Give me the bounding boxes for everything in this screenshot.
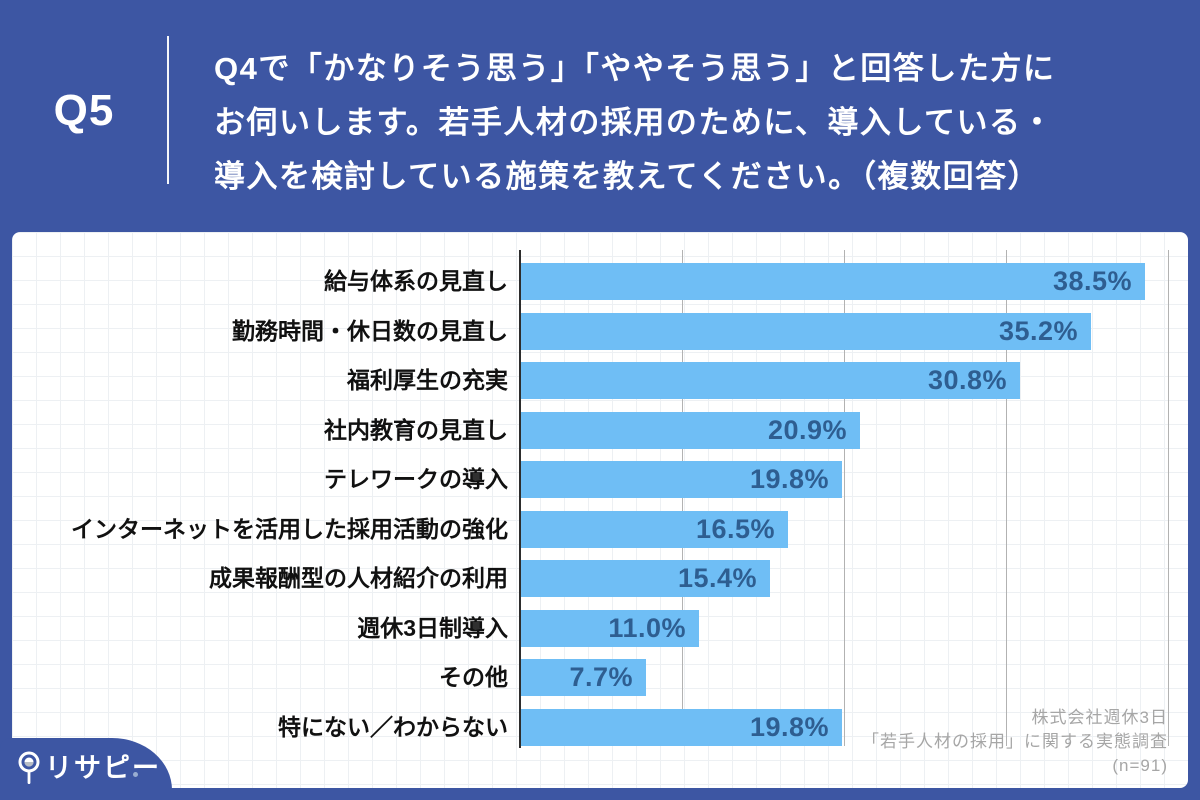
bar-value-label: 20.9% (767, 415, 847, 445)
bar-value-label: 35.2% (998, 316, 1078, 346)
source-line: 「若手人材の採用」に関する実態調査 (862, 732, 1168, 751)
y-axis-line (519, 250, 521, 748)
chart-row: インターネットを活用した採用活動の強化 16.5% (12, 511, 1188, 548)
category-label: 成果報酬型の人材紹介の利用 (209, 565, 508, 591)
bar-value-label: 11.0% (608, 613, 686, 643)
chart-row: 社内教育の見直し 20.9% (12, 412, 1188, 449)
question-header: Q5 Q4で「かなりそう思う」「ややそう思う」と回答した方に お伺いします。若手… (0, 0, 1200, 232)
bar: 35.2% (521, 313, 1091, 350)
question-text-line: Q4で「かなりそう思う」「ややそう思う」と回答した方に (214, 51, 1056, 86)
question-text: Q4で「かなりそう思う」「ややそう思う」と回答した方に お伺いします。若手人材の… (214, 42, 1184, 204)
category-label: 勤務時間・休日数の見直し (232, 318, 508, 344)
bar: 11.0% (521, 610, 699, 647)
gridline (844, 250, 845, 746)
chart-row: 特にない／わからない 19.8% (12, 709, 1188, 746)
gridline (1006, 250, 1007, 746)
source-line: (n=91) (1112, 756, 1168, 775)
category-label: インターネットを活用した採用活動の強化 (71, 516, 508, 542)
question-text-line: お伺いします。若手人材の採用のために、導入している・ (214, 105, 1055, 140)
chart-row: 勤務時間・休日数の見直し 35.2% (12, 313, 1188, 350)
pin-icon (18, 751, 40, 784)
brand-logo-dot (133, 772, 138, 777)
chart-row: 給与体系の見直し 38.5% (12, 263, 1188, 300)
bar: 7.7% (521, 659, 646, 696)
category-label: 週休3日制導入 (357, 615, 508, 641)
bar-value-label: 7.7% (569, 662, 633, 692)
bar-value-label: 30.8% (927, 365, 1007, 395)
bar-value-label: 16.5% (695, 514, 775, 544)
chart-row: 福利厚生の充実 30.8% (12, 362, 1188, 399)
chart-row: 成果報酬型の人材紹介の利用 15.4% (12, 560, 1188, 597)
bar: 20.9% (521, 412, 860, 449)
gridline (1168, 250, 1169, 746)
bar: 19.8% (521, 461, 842, 498)
category-label: 給与体系の見直し (324, 268, 508, 294)
bar: 19.8% (521, 709, 842, 746)
bar-value-label: 19.8% (749, 464, 829, 494)
header-divider (167, 36, 169, 184)
brand-logo: リサピー (0, 738, 172, 800)
bar-value-label: 38.5% (1052, 266, 1132, 296)
bar-value-label: 15.4% (677, 563, 757, 593)
bar-value-label: 19.8% (749, 712, 829, 742)
bar: 38.5% (521, 263, 1145, 300)
chart-row: テレワークの導入 19.8% (12, 461, 1188, 498)
bar: 15.4% (521, 560, 770, 597)
brand-logo-text: リサピー (45, 753, 161, 783)
bar: 30.8% (521, 362, 1020, 399)
category-label: 特にない／わからない (278, 714, 508, 740)
gridline (682, 250, 683, 746)
question-number: Q5 (53, 86, 115, 135)
category-label: 社内教育の見直し (324, 417, 508, 443)
category-label: テレワークの導入 (324, 466, 508, 492)
bar: 16.5% (521, 511, 788, 548)
source-line: 株式会社週休3日 (1031, 708, 1168, 727)
chart-row: 週休3日制導入 11.0% (12, 610, 1188, 647)
source-note: 株式会社週休3日 「若手人材の採用」に関する実態調査 (n=91) (862, 706, 1168, 778)
category-label: その他 (439, 664, 508, 690)
question-text-line: 導入を検討している施策を教えてください。（複数回答） (214, 159, 1041, 194)
chart-card: 給与体系の見直し 38.5% 勤務時間・休日数の見直し 35.2% 福利厚生の充実 30.… (12, 232, 1188, 788)
category-label: 福利厚生の充実 (347, 367, 508, 393)
chart-row: その他 7.7% (12, 659, 1188, 696)
